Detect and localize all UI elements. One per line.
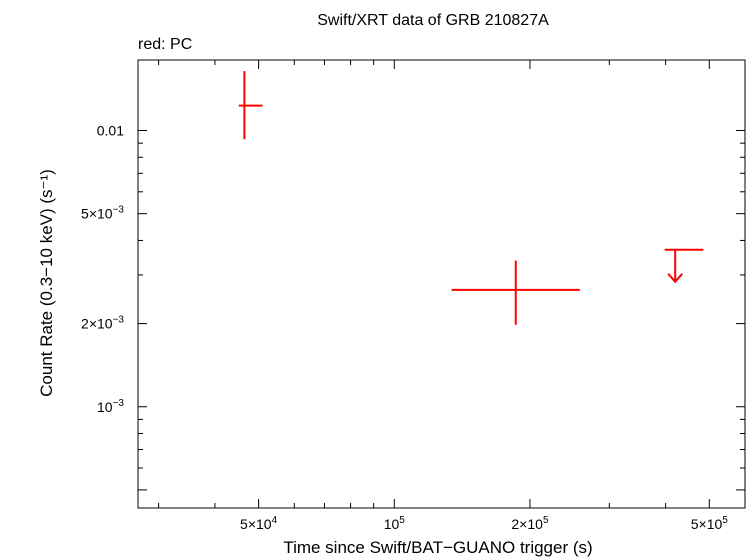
y-axis-tick-labels: 0.01 5×10−3 2×10−3 10−3: [81, 123, 124, 415]
x-tick-label: 105: [384, 515, 406, 532]
x-axis-label: Time since Swift/BAT−GUANO trigger (s): [283, 538, 592, 557]
upper-limit-arrow-head: [667, 273, 683, 284]
plot-frame: [137, 59, 746, 509]
chart-subtitle: red: PC: [138, 36, 192, 53]
x-tick-label: 5×104: [240, 515, 278, 532]
y-tick-label: 2×10−3: [81, 315, 124, 332]
y-tick-label: 5×10−3: [81, 205, 124, 222]
y-tick-label: 10−3: [97, 398, 124, 415]
x-tick-label: 5×105: [691, 515, 729, 532]
x-tick-label: 2×105: [511, 515, 549, 532]
chart-title: Swift/XRT data of GRB 210827A: [317, 12, 549, 29]
y-axis-label: Count Rate (0.3−10 keV) (s⁻¹): [37, 169, 56, 397]
x-axis-ticks: [158, 60, 746, 508]
data-series: [238, 71, 704, 325]
y-tick-label: 0.01: [97, 123, 124, 139]
x-axis-tick-labels: 5×104 105 2×105 5×105: [240, 515, 728, 532]
y-axis-ticks: [138, 130, 745, 491]
